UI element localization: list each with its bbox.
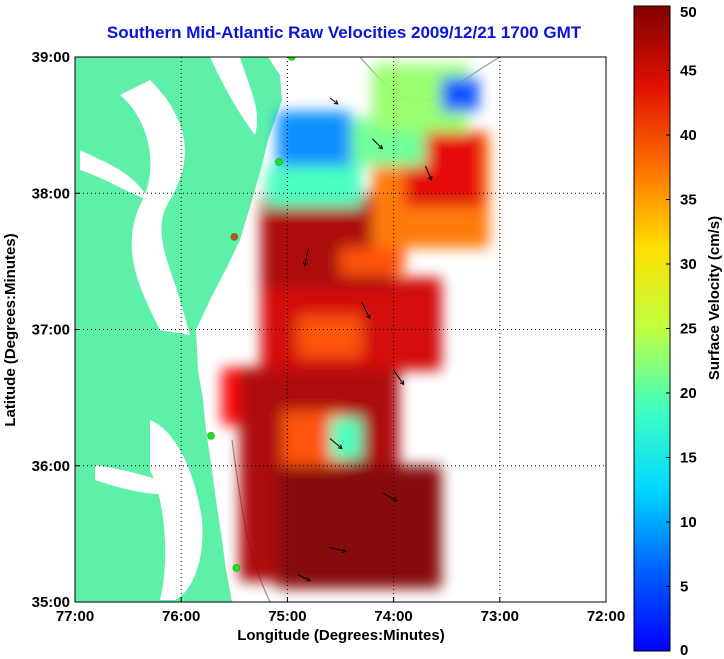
velocity-patch (298, 315, 362, 357)
colorbar-tick-label: 50 (680, 4, 697, 21)
velocity-arrow (361, 302, 371, 320)
x-tick-label: 77:00 (56, 608, 94, 625)
y-tick-label: 39:00 (32, 49, 70, 66)
x-tick-label: 74:00 (374, 608, 412, 625)
colorbar-tick-label: 10 (680, 514, 697, 531)
colorbar-tick-label: 30 (680, 256, 697, 273)
velocity-arrow (382, 492, 398, 502)
colorbar-tick-label: 40 (680, 127, 697, 144)
y-tick-label: 36:00 (32, 458, 70, 475)
velocity-arrow (393, 370, 405, 386)
velocity-arrow (329, 97, 339, 105)
velocity-patch (266, 166, 362, 207)
station-marker (207, 431, 215, 440)
velocity-arrow (329, 438, 343, 450)
x-tick-label: 75:00 (268, 608, 306, 625)
colorbar-tick-label: 20 (680, 385, 697, 402)
albemarle-sound (95, 465, 190, 495)
x-tick-label: 72:00 (587, 608, 625, 625)
station-marker (275, 158, 283, 166)
chart-title: Southern Mid-Atlantic Raw Velocities 200… (107, 23, 582, 42)
colorbar-tick-label: 5 (680, 579, 688, 596)
x-axis-ticks: 77:00 76:00 75:00 74:00 73:00 72:00 (56, 597, 625, 625)
velocity-patch (441, 77, 479, 112)
velocity-vectors (297, 97, 433, 582)
y-axis-label: Latitude (Degrees:Minutes) (2, 233, 19, 426)
colorbar-tick-label: 0 (680, 642, 688, 659)
velocity-patch (329, 418, 362, 459)
velocity-arrow (372, 138, 384, 150)
velocity-patch (276, 111, 352, 166)
radar-stations (207, 57, 296, 572)
station-marker (232, 564, 241, 572)
delaware-bay (210, 57, 258, 135)
y-axis-ticks: 39:00 38:00 37:00 36:00 35:00 (32, 49, 80, 611)
potomac-river (80, 150, 150, 200)
velocity-arrow (302, 247, 310, 267)
station-marker (230, 233, 239, 241)
colorbar-gradient (633, 5, 671, 652)
colorbar-label: Surface Velocity (cm/s) (706, 216, 723, 380)
x-axis-label: Longitude (Degrees:Minutes) (237, 627, 445, 644)
y-tick-label: 35:00 (32, 594, 70, 611)
velocity-arrow (425, 165, 433, 181)
colorbar: 0 5 10 15 20 25 30 35 40 45 50 Surface Velocity (c… (633, 4, 723, 659)
velocity-patch (276, 465, 442, 589)
x-tick-label: 76:00 (162, 608, 200, 625)
x-tick-label: 73:00 (481, 608, 519, 625)
colorbar-ticks: 0 5 10 15 20 25 30 35 40 45 50 (666, 4, 697, 659)
map-panel (74, 56, 607, 603)
colorbar-tick-label: 45 (680, 63, 697, 80)
chesapeake-bay (120, 80, 190, 335)
velocity-arrow (297, 574, 311, 582)
velocity-patch (340, 247, 405, 275)
colorbar-tick-label: 35 (680, 192, 697, 209)
y-tick-label: 37:00 (32, 322, 70, 339)
pamlico-sound (150, 420, 203, 600)
velocity-arrow (329, 547, 347, 554)
velocity-field (221, 63, 490, 589)
y-tick-label: 38:00 (32, 185, 70, 202)
grid-lines (75, 57, 606, 602)
colorbar-tick-label: 25 (680, 321, 697, 338)
station-marker (287, 57, 296, 61)
colorbar-tick-label: 15 (680, 450, 697, 467)
